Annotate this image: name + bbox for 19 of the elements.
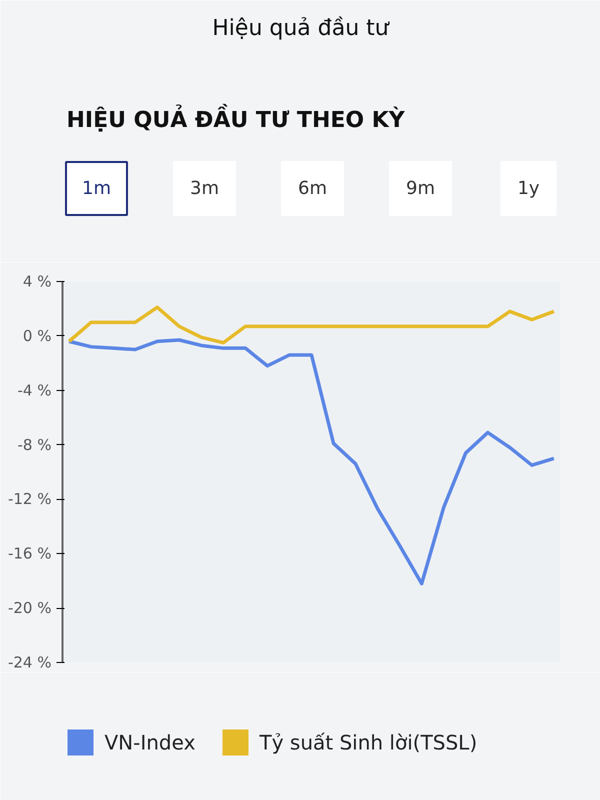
chart-subtitle: HIỆU QUẢ ĐẦU TƯ THEO KỲ	[66, 103, 406, 133]
y-tick-label: 4 %	[22, 272, 52, 290]
chart-title: Hiệu quả đầu tư	[212, 16, 390, 41]
y-tick-label: -8 %	[18, 436, 52, 454]
line-series	[67, 338, 556, 586]
y-tick-label: -24 %	[8, 654, 52, 672]
text: 9m	[406, 178, 436, 199]
legend-label: VN-Index	[104, 730, 196, 754]
text: 1y	[517, 178, 540, 199]
y-tick-label: -4 %	[18, 381, 52, 400]
y-tick-label: -16 %	[8, 544, 52, 563]
text: 1m	[82, 178, 112, 199]
legend-label: Tỷ suất Sinh lời(TSSL)	[258, 730, 478, 754]
y-tick-label: 0 %	[22, 326, 52, 345]
y-tick-label: -20 %	[8, 599, 52, 618]
line-series	[67, 306, 556, 344]
text: 6m	[298, 178, 328, 199]
y-tick-label: -12 %	[8, 490, 52, 508]
text: 3m	[190, 178, 220, 199]
